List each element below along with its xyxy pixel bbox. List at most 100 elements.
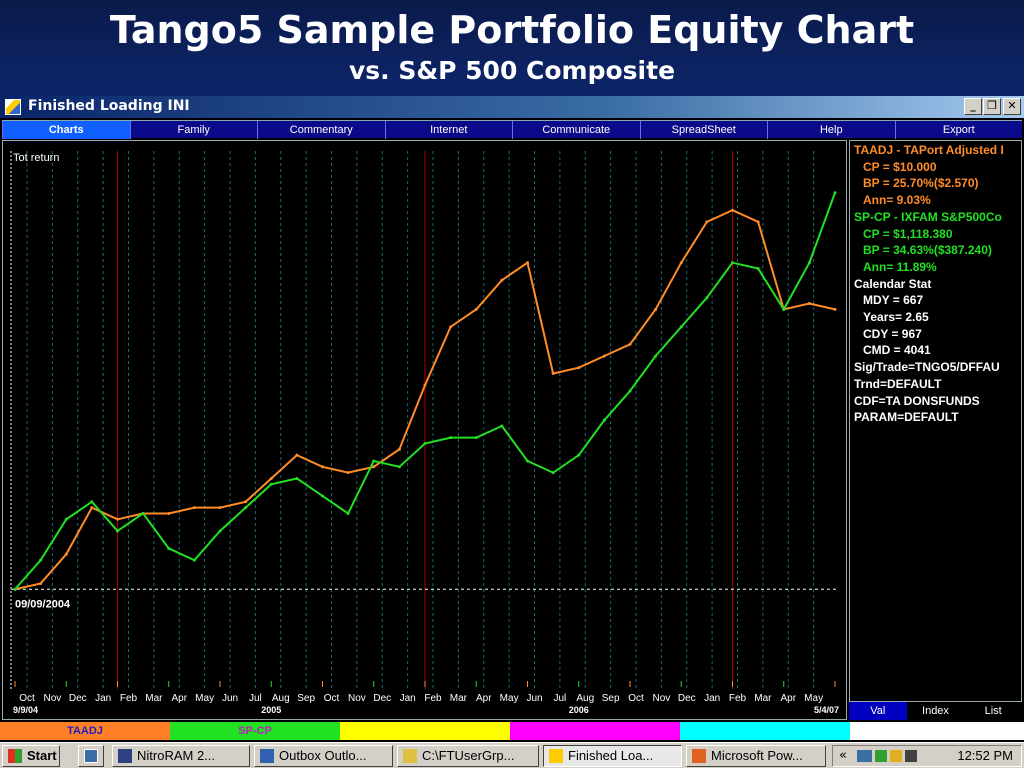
data-point-sp-cp: [269, 482, 273, 486]
data-point-sp-cp: [654, 354, 658, 358]
close-button[interactable]: ✕: [1003, 98, 1021, 115]
x-tick-label: Jan: [704, 693, 720, 704]
x-tick-label: Jun: [526, 693, 542, 704]
data-point-sp-cp: [731, 261, 734, 265]
task-folder[interactable]: C:\FTUserGrp...: [397, 745, 539, 767]
data-point-sp-cp: [551, 471, 555, 475]
task-app-icon: [118, 749, 132, 763]
x-tick-label: Nov: [348, 693, 366, 704]
tab-spreadsheet[interactable]: SpreadSheet: [639, 121, 768, 139]
stat-line: PARAM=DEFAULT: [854, 410, 959, 425]
tab-charts[interactable]: Charts: [2, 121, 130, 139]
data-point-taadj: [654, 307, 658, 311]
x-tick-label: Mar: [754, 693, 772, 704]
x-tick-label: Oct: [628, 693, 644, 704]
data-point-sp-cp: [628, 389, 632, 393]
tab-commentary[interactable]: Commentary: [257, 121, 385, 139]
data-point-taadj: [756, 220, 760, 224]
data-point-sp-cp: [90, 500, 94, 504]
equity-chart-svg: Oct Nov Dec Jan Feb Mar Apr May Jun Jul Aug Sep Oct N…: [10, 151, 839, 715]
data-point-sp-cp: [679, 325, 683, 329]
stat-line: Calendar Stat: [854, 276, 932, 291]
tab-export[interactable]: Export: [894, 121, 1023, 139]
stat-line: Ann= 9.03%: [863, 193, 931, 208]
data-point-taadj: [474, 307, 478, 311]
task-label: NitroRAM 2...: [137, 748, 216, 763]
stats-panel: TAADJ - TAPort Adjusted I CP = $10.000 BP …: [849, 140, 1022, 702]
windows-taskbar: Start NitroRAM 2... Outbox Outlo... C:\FTU…: [0, 742, 1024, 768]
slide-title: Tango5 Sample Portfolio Equity Chart: [109, 8, 915, 52]
legend-cell[interactable]: [680, 722, 850, 740]
legend-cell[interactable]: SP-CP: [170, 722, 340, 740]
task-app-icon: [692, 749, 706, 763]
year-label: 2006: [569, 705, 589, 715]
legend-cell[interactable]: [340, 722, 510, 740]
window-titlebar[interactable]: Finished Loading INI _ ❐ ✕: [0, 96, 1024, 118]
tab-internet[interactable]: Internet: [384, 121, 513, 139]
stats-tabs: Val Index List: [849, 702, 1022, 720]
task-finished-loading[interactable]: Finished Loa...: [543, 745, 682, 767]
data-point-sp-cp: [500, 424, 504, 428]
stats-tab-list[interactable]: List: [984, 705, 1002, 717]
minimize-button[interactable]: _: [964, 98, 982, 115]
tab-help[interactable]: Help: [767, 121, 895, 139]
data-point-sp-cp: [602, 418, 606, 422]
data-point-taadj: [397, 447, 401, 451]
data-point-taadj: [705, 220, 709, 224]
x-tick-label: Jan: [95, 693, 111, 704]
x-tick-label: Feb: [424, 693, 442, 704]
restore-button[interactable]: ❐: [983, 98, 1001, 115]
window-title: Finished Loading INI: [28, 98, 190, 114]
stats-tab-index[interactable]: Index: [922, 705, 949, 717]
data-point-taadj: [218, 506, 222, 510]
data-point-sp-cp: [397, 465, 401, 469]
tray-icons[interactable]: [857, 750, 917, 762]
stats-tab-val[interactable]: Val: [849, 702, 907, 720]
data-point-sp-cp: [833, 191, 837, 195]
data-point-taadj: [269, 476, 273, 480]
task-nitroram[interactable]: NitroRAM 2...: [112, 745, 250, 767]
data-point-sp-cp: [756, 267, 760, 271]
stat-line: MDY = 667: [863, 293, 924, 308]
x-tick-label: Sep: [602, 693, 620, 704]
data-point-taadj: [731, 208, 734, 212]
tab-family[interactable]: Family: [129, 121, 258, 139]
x-tick-label: Dec: [69, 693, 87, 704]
data-point-sp-cp: [526, 459, 529, 463]
start-label: Start: [27, 748, 57, 763]
stat-line: CDF=TA DONSFUNDS: [854, 393, 980, 408]
legend-cell[interactable]: TAADJ: [0, 722, 170, 740]
x-tick-label: Feb: [729, 693, 747, 704]
legend-cell[interactable]: [510, 722, 680, 740]
task-label: Outbox Outlo...: [279, 748, 367, 763]
stat-line: BP = 25.70%($2.570): [863, 176, 979, 191]
task-outbox[interactable]: Outbox Outlo...: [254, 745, 393, 767]
data-point-taadj: [602, 354, 606, 358]
data-point-taadj: [64, 552, 68, 556]
x-tick-label: Jul: [553, 693, 566, 704]
stat-line: Ann= 11.89%: [863, 259, 937, 274]
x-tick-label: May: [195, 693, 214, 704]
tray-chevron-icon[interactable]: «: [839, 748, 847, 763]
data-point-sp-cp: [167, 546, 171, 550]
slide-subtitle: vs. S&P 500 Composite: [348, 56, 676, 85]
data-point-sp-cp: [39, 558, 43, 562]
data-point-sp-cp: [423, 441, 427, 445]
legend-cell[interactable]: [850, 722, 1024, 740]
data-point-taadj: [500, 278, 504, 282]
tab-communicate[interactable]: Communicate: [512, 121, 640, 139]
data-point-taadj: [833, 307, 837, 311]
x-tick-label: Mar: [450, 693, 468, 704]
start-button[interactable]: Start: [2, 745, 60, 767]
x-tick-label: Jan: [400, 693, 416, 704]
task-app-icon: [549, 749, 563, 763]
stat-line: Sig/Trade=TNGO5/DFFAU: [854, 360, 1000, 375]
task-label: Microsoft Pow...: [711, 748, 803, 763]
stat-line: CMD = 4041: [863, 343, 931, 358]
x-tick-label: May: [500, 693, 519, 704]
x-tick-label: Aug: [576, 693, 594, 704]
data-point-taadj: [807, 302, 811, 306]
data-point-sp-cp: [116, 529, 119, 533]
quicklaunch-icon[interactable]: [78, 745, 104, 767]
task-powerpoint[interactable]: Microsoft Pow...: [686, 745, 826, 767]
